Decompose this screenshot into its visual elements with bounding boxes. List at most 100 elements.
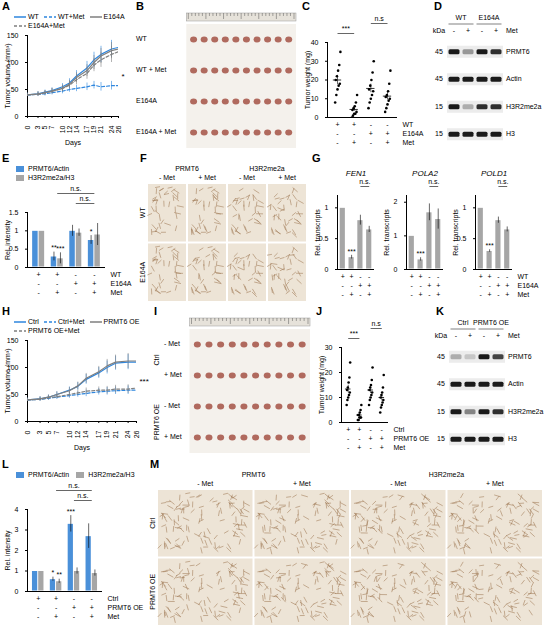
svg-text:+: +: [358, 282, 362, 289]
svg-text:15: 15: [437, 435, 445, 442]
svg-text:E164A: E164A: [478, 14, 499, 21]
svg-text:H3: H3: [508, 435, 517, 442]
svg-text:+: +: [427, 282, 431, 289]
svg-text:WT: WT: [518, 273, 530, 280]
svg-text:+: +: [54, 613, 58, 620]
svg-text:21: 21: [112, 430, 119, 438]
svg-text:PRMT6: PRMT6: [175, 165, 199, 172]
svg-text:-: -: [37, 289, 40, 296]
svg-text:Met: Met: [518, 291, 530, 298]
svg-text:Met: Met: [108, 613, 120, 620]
svg-text:5: 5: [41, 125, 48, 129]
svg-text:0: 0: [15, 418, 19, 425]
svg-text:E164A + Met: E164A + Met: [136, 128, 176, 135]
svg-text:50: 50: [11, 86, 19, 93]
svg-text:-: -: [73, 613, 76, 620]
svg-text:+: +: [488, 273, 492, 280]
svg-text:PRMT6 OE: PRMT6 OE: [153, 404, 160, 440]
svg-text:Tumor weight (mg): Tumor weight (mg): [318, 356, 326, 414]
svg-text:1.5: 1.5: [9, 209, 19, 216]
svg-text:0: 0: [24, 125, 31, 129]
svg-text:-: -: [73, 595, 76, 602]
svg-text:-: -: [506, 273, 509, 280]
svg-text:0: 0: [15, 113, 19, 120]
svg-text:-: -: [488, 282, 491, 289]
svg-text:E164A: E164A: [139, 261, 146, 282]
svg-text:40: 40: [311, 39, 319, 46]
svg-text:-: -: [437, 273, 440, 280]
svg-text:***: ***: [67, 508, 75, 515]
svg-text:***: ***: [417, 250, 425, 257]
svg-text:Ctrl: Ctrl: [394, 426, 405, 433]
svg-text:PRMT6 OE: PRMT6 OE: [108, 604, 144, 611]
svg-text:Days: Days: [65, 139, 81, 147]
svg-text:Met: Met: [111, 289, 123, 296]
svg-text:n.s: n.s: [374, 15, 384, 22]
svg-text:10: 10: [311, 95, 319, 102]
svg-text:+: +: [496, 282, 500, 289]
svg-text:Days: Days: [74, 444, 90, 452]
svg-text:***: ***: [348, 248, 356, 255]
svg-text:PRMT6 OE: PRMT6 OE: [473, 319, 509, 326]
svg-text:+: +: [380, 444, 384, 451]
svg-text:15: 15: [435, 103, 443, 110]
svg-text:Rel. transcripts: Rel. transcripts: [314, 209, 322, 256]
svg-text:0: 0: [24, 430, 31, 434]
svg-text:-: -: [386, 121, 389, 128]
svg-text:-: -: [411, 291, 414, 298]
svg-text:Rel. transcripts: Rel. transcripts: [383, 209, 391, 256]
svg-text:7: 7: [48, 125, 55, 129]
svg-text:1: 1: [325, 204, 329, 211]
svg-text:***: ***: [342, 25, 350, 32]
svg-text:30: 30: [325, 344, 333, 351]
svg-text:+: +: [505, 291, 509, 298]
svg-text:+: +: [419, 273, 423, 280]
svg-text:0: 0: [15, 264, 19, 271]
svg-text:***: ***: [56, 245, 64, 252]
svg-text:PRMT6: PRMT6: [506, 48, 530, 55]
svg-text:+: +: [419, 291, 423, 298]
svg-text:+: +: [367, 282, 371, 289]
svg-text:n.s: n.s: [372, 320, 382, 327]
svg-text:+ Met: + Met: [278, 174, 296, 181]
svg-text:+ Met: + Met: [164, 371, 182, 378]
svg-text:26: 26: [133, 430, 140, 438]
svg-text:19: 19: [103, 430, 110, 438]
svg-text:-: -: [342, 282, 345, 289]
svg-text:0: 0: [325, 266, 329, 273]
svg-text:kDa: kDa: [435, 332, 448, 339]
svg-text:10: 10: [66, 430, 73, 438]
svg-text:Tumor volume (mm³): Tumor volume (mm³): [4, 43, 12, 108]
svg-text:+: +: [352, 139, 356, 146]
svg-text:n.s.: n.s.: [77, 492, 88, 499]
svg-text:n.s.: n.s.: [428, 178, 439, 185]
svg-text:0: 0: [315, 114, 319, 121]
svg-text:POLA2: POLA2: [412, 169, 438, 178]
svg-text:-: -: [37, 280, 40, 287]
svg-text:+: +: [74, 280, 78, 287]
svg-text:-: -: [353, 130, 356, 137]
svg-text:PRMT6: PRMT6: [508, 353, 532, 360]
svg-text:-: -: [428, 291, 431, 298]
svg-text:Ctrl: Ctrl: [153, 354, 160, 365]
svg-text:14: 14: [82, 430, 89, 438]
svg-text:Ctrl: Ctrl: [108, 595, 119, 602]
svg-text:-: -: [342, 291, 345, 298]
svg-text:+ Met: + Met: [164, 433, 182, 440]
svg-text:H3R2me2a: H3R2me2a: [429, 471, 465, 478]
svg-text:+: +: [341, 273, 345, 280]
svg-text:1: 1: [463, 204, 467, 211]
svg-text:-: -: [481, 27, 484, 34]
svg-text:0: 0: [463, 266, 467, 273]
svg-text:4: 4: [15, 506, 19, 513]
svg-text:14: 14: [73, 125, 80, 133]
svg-text:Actin: Actin: [508, 380, 524, 387]
svg-text:- Met: - Met: [197, 480, 213, 487]
svg-text:***: ***: [140, 377, 149, 386]
svg-text:+: +: [357, 426, 361, 433]
svg-text:0: 0: [329, 419, 333, 426]
svg-text:-: -: [37, 604, 40, 611]
svg-text:21: 21: [97, 125, 104, 133]
svg-text:15: 15: [435, 130, 443, 137]
svg-text:+: +: [54, 595, 58, 602]
